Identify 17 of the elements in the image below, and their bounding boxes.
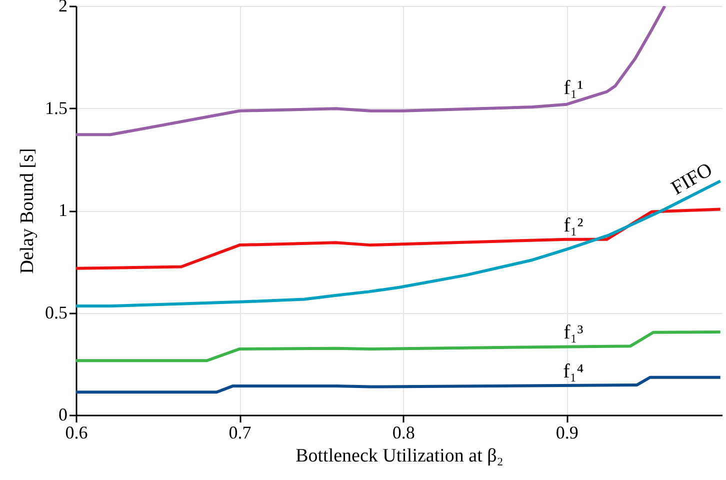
line-series [76,208,722,270]
x-axis-title: Bottleneck Utilization at β₂ [296,446,504,466]
x-tick-label: 0.7 [228,422,252,442]
x-tick-label: 0.8 [392,422,415,442]
series-label: f₁² [564,214,584,236]
y-tick-label: 1 [58,200,68,220]
y-tick-label: 0 [58,404,68,424]
text: FIFO [668,158,716,200]
line-series [76,6,666,136]
x-tick-label: 0.6 [65,422,88,442]
x-tick-label: 0.9 [556,422,578,442]
series-label: f₁³ [564,322,584,344]
y-tick-label: 0.5 [45,302,68,322]
series-label: f₁¹ [564,77,584,100]
y-tick-label: 1.5 [45,98,68,118]
series-label: f₁⁴ [563,360,584,382]
y-axis-title: Delay Bound [s] [17,148,38,274]
